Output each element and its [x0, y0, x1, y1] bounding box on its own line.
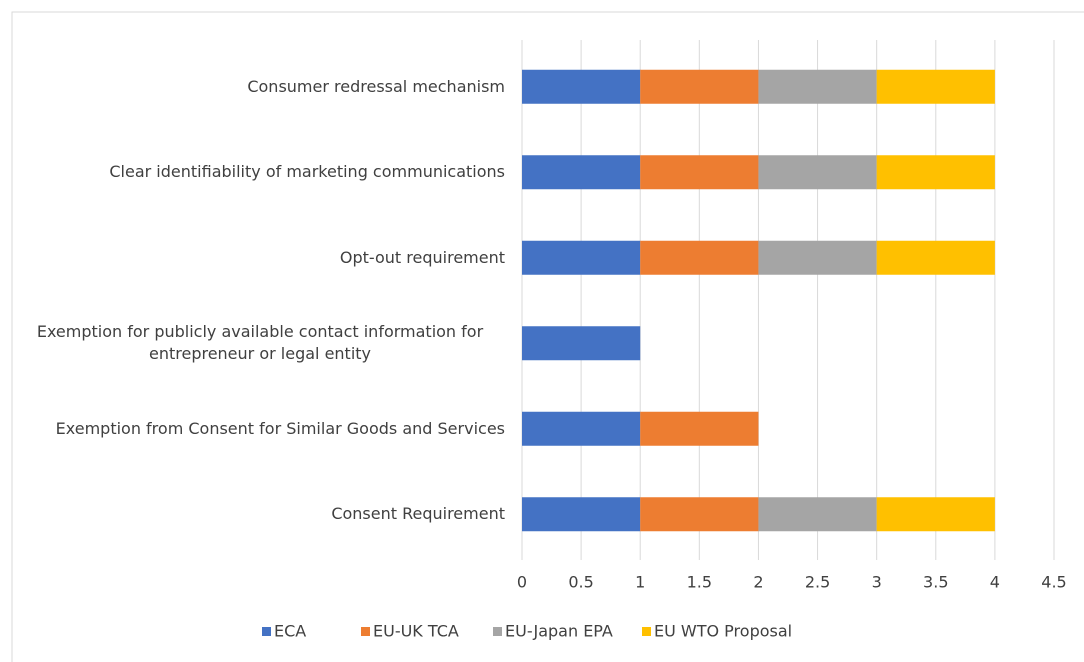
bar-segment: [640, 411, 759, 446]
chart-border: [11, 11, 1084, 662]
category-text: Clear identifiability of marketing commu…: [109, 162, 505, 182]
bar-segment: [640, 497, 759, 532]
bar-segment: [522, 155, 641, 190]
legend-label: EU WTO Proposal: [654, 622, 792, 641]
bar-segment: [522, 69, 641, 104]
category-label: Consent Requirement: [0, 503, 505, 525]
category-label: Exemption from Consent for Similar Goods…: [0, 418, 505, 440]
bar-segment: [758, 155, 877, 190]
x-tick-label: 2.5: [805, 573, 830, 592]
bar-segment: [522, 240, 641, 275]
legend-label: EU-Japan EPA: [505, 622, 613, 641]
x-tick-label: 4.5: [1041, 573, 1066, 592]
legend-swatch: [361, 627, 370, 636]
bar-segment: [758, 69, 877, 104]
bar-segment: [640, 240, 759, 275]
category-label: Consumer redressal mechanism: [0, 76, 505, 98]
bar-segment: [522, 497, 641, 532]
bar-segment: [640, 155, 759, 190]
x-tick-label: 1.5: [687, 573, 712, 592]
bar-segment: [876, 69, 995, 104]
legend-swatch: [642, 627, 651, 636]
bar-segment: [876, 497, 995, 532]
x-tick-label: 3: [872, 573, 882, 592]
bar-segment: [522, 411, 641, 446]
x-tick-label: 3.5: [923, 573, 948, 592]
category-label: Exemption for publicly available contact…: [0, 321, 505, 365]
x-tick-label: 4: [990, 573, 1000, 592]
legend-label: ECA: [274, 622, 306, 641]
category-label: Opt-out requirement: [0, 247, 505, 269]
category-text: Exemption for publicly available contact…: [36, 322, 484, 364]
category-label: Clear identifiability of marketing commu…: [0, 161, 505, 183]
bar-segment: [758, 240, 877, 275]
legend-label: EU-UK TCA: [373, 622, 459, 641]
legend-swatch: [493, 627, 502, 636]
bar-segment: [640, 69, 759, 104]
legend-swatch: [262, 627, 271, 636]
x-tick-label: 2: [753, 573, 763, 592]
category-text: Consumer redressal mechanism: [247, 76, 505, 96]
x-tick-label: 0: [517, 573, 527, 592]
bar-segment: [876, 240, 995, 275]
bar-segment: [758, 497, 877, 532]
bar-segment: [876, 155, 995, 190]
bar-segment: [522, 326, 641, 361]
x-tick-label: 0.5: [568, 573, 593, 592]
category-text: Consent Requirement: [331, 504, 505, 524]
category-text: Opt-out requirement: [339, 247, 505, 267]
category-text: Exemption from Consent for Similar Goods…: [55, 418, 505, 438]
x-tick-label: 1: [635, 573, 645, 592]
